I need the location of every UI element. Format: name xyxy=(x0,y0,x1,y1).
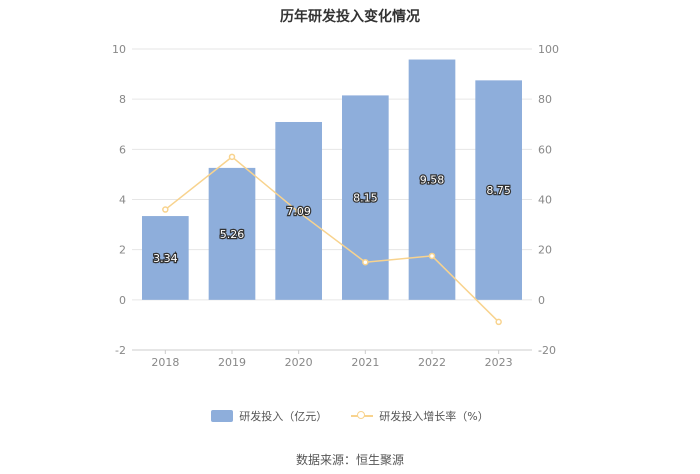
growth-point xyxy=(162,206,169,213)
legend-line-label: 研发投入增长率（%） xyxy=(379,410,489,423)
left-axis-tick-label: 2 xyxy=(119,244,126,257)
chart-title: 历年研发投入变化情况 xyxy=(280,9,420,25)
growth-point xyxy=(428,252,436,260)
source-note: 数据来源：恒生聚源 xyxy=(295,453,404,467)
growth-point xyxy=(228,153,236,161)
bar-data-label: 8.75 xyxy=(486,184,511,197)
right-axis-tick-label: 80 xyxy=(538,93,552,106)
growth-point xyxy=(495,318,502,326)
right-axis-tick-label: 0 xyxy=(538,294,545,307)
x-axis-tick-label: 2022 xyxy=(418,356,446,369)
bar-data-label: 8.15 xyxy=(353,192,378,205)
left-axis-tick-label: 4 xyxy=(119,194,126,207)
left-axis-tick-label: 6 xyxy=(119,143,126,156)
legend-item-bar[interactable]: 研发投入（亿元） xyxy=(211,408,327,424)
x-axis-tick-label: 2020 xyxy=(285,356,313,369)
left-axis-tick-label: 0 xyxy=(119,294,126,307)
legend-bar-label: 研发投入（亿元） xyxy=(239,410,328,423)
growth-point xyxy=(295,208,302,216)
left-axis-tick-label: 10 xyxy=(112,43,126,56)
bar-data-label: 7.09 xyxy=(286,205,311,218)
right-axis-tick-label: 40 xyxy=(538,194,552,207)
growth-line xyxy=(164,155,500,323)
x-axis-tick-label: 2019 xyxy=(218,356,246,369)
legend-line-swatch xyxy=(351,410,374,422)
x-axis-tick-label: 2021 xyxy=(351,356,379,369)
x-axis-tick-label: 2018 xyxy=(151,356,179,369)
bar xyxy=(208,167,256,300)
legend-bar-swatch xyxy=(211,410,234,422)
right-axis-tick-label: -20 xyxy=(538,344,556,357)
x-axis-tick-label: 2023 xyxy=(485,356,513,369)
left-axis-tick-label: 8 xyxy=(119,93,126,106)
right-axis-tick-label: 100 xyxy=(538,43,559,56)
growth-point xyxy=(362,258,369,266)
bar xyxy=(142,216,189,300)
bar-data-label: 5.26 xyxy=(220,228,245,241)
bar xyxy=(408,59,456,300)
legend-item-line[interactable]: 研发投入增长率（%） xyxy=(351,408,489,424)
bar-data-label: 3.34 xyxy=(153,252,178,265)
bar-data-label: 9.58 xyxy=(420,174,445,187)
legend: 研发投入（亿元） 研发投入增长率（%） xyxy=(0,408,700,424)
right-axis-tick-label: 20 xyxy=(538,244,552,257)
left-axis-tick-label: -2 xyxy=(115,344,126,357)
right-axis-tick-label: 60 xyxy=(538,143,552,156)
bar xyxy=(475,80,522,300)
bar xyxy=(342,95,389,300)
